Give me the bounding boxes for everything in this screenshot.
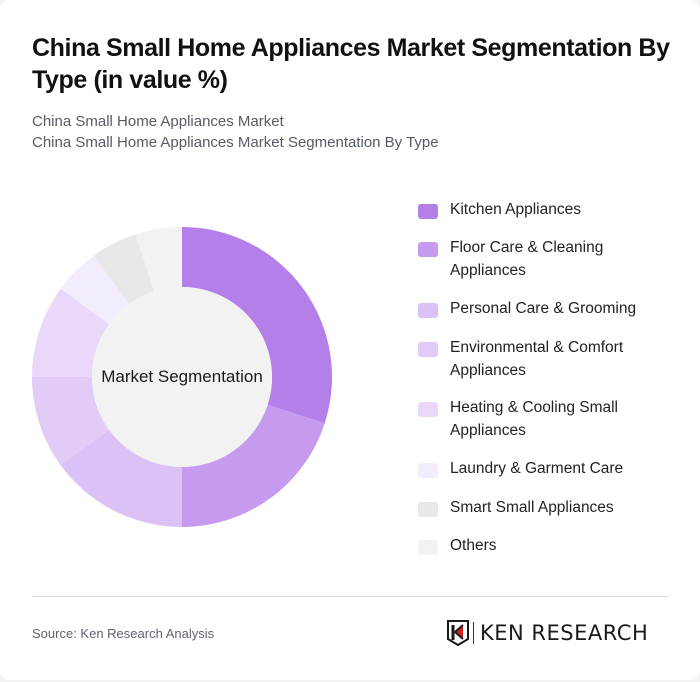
legend-item[interactable]: Laundry & Garment Care [418,457,650,480]
donut-slice[interactable] [60,429,182,527]
legend-label: Environmental & Comfort Appliances [450,339,624,379]
donut-chart: Market Segmentation [32,227,332,527]
legend-swatch [418,502,438,517]
legend-swatch [418,402,438,417]
legend-swatch [418,204,438,219]
legend-label: Floor Care & Cleaning Appliances [450,239,604,279]
legend-label: Smart Small Appliances [450,499,614,516]
legend-swatch [418,342,438,357]
donut-svg [32,227,332,527]
donut-slice[interactable] [182,404,325,527]
legend-item[interactable]: Floor Care & Cleaning Appliances [418,236,650,282]
donut-slice[interactable] [32,377,110,466]
ken-research-logo[interactable]: KEN RESEARCH [447,619,648,647]
legend-label: Heating & Cooling Small Appliances [450,399,619,439]
legend-item[interactable]: Kitchen Appliances [418,198,650,221]
legend-item[interactable]: Smart Small Appliances [418,496,650,519]
donut-hole [92,287,272,467]
legend-item[interactable]: Others [418,534,650,557]
logo-separator [473,622,474,644]
donut-center-label: Market Segmentation [101,367,263,386]
legend-item[interactable]: Heating & Cooling Small Appliances [418,396,650,442]
legend-item[interactable]: Personal Care & Grooming [418,297,650,320]
legend-swatch [418,463,438,478]
subtitle-segmentation: China Small Home Appliances Market Segme… [32,134,439,151]
donut-slice[interactable] [135,227,182,292]
donut-slice[interactable] [182,227,332,424]
legend-label: Others [450,537,497,554]
subtitle-market: China Small Home Appliances Market [32,113,284,130]
donut-slice[interactable] [60,255,130,325]
source-note: Source: Ken Research Analysis [32,626,215,641]
legend-item[interactable]: Environmental & Comfort Appliances [418,336,650,382]
donut-slice[interactable] [32,288,110,377]
legend-swatch [418,540,438,555]
logo-text: KEN RESEARCH [480,621,649,645]
ken-shield-icon [447,620,469,646]
legend-label: Personal Care & Grooming [450,300,637,317]
legend-swatch [418,242,438,257]
page-title: China Small Home Appliances Market Segme… [32,34,670,94]
footer-divider [32,596,668,597]
donut-slice[interactable] [93,234,155,305]
legend-swatch [418,303,438,318]
legend-label: Kitchen Appliances [450,201,581,218]
legend-label: Laundry & Garment Care [450,460,624,477]
